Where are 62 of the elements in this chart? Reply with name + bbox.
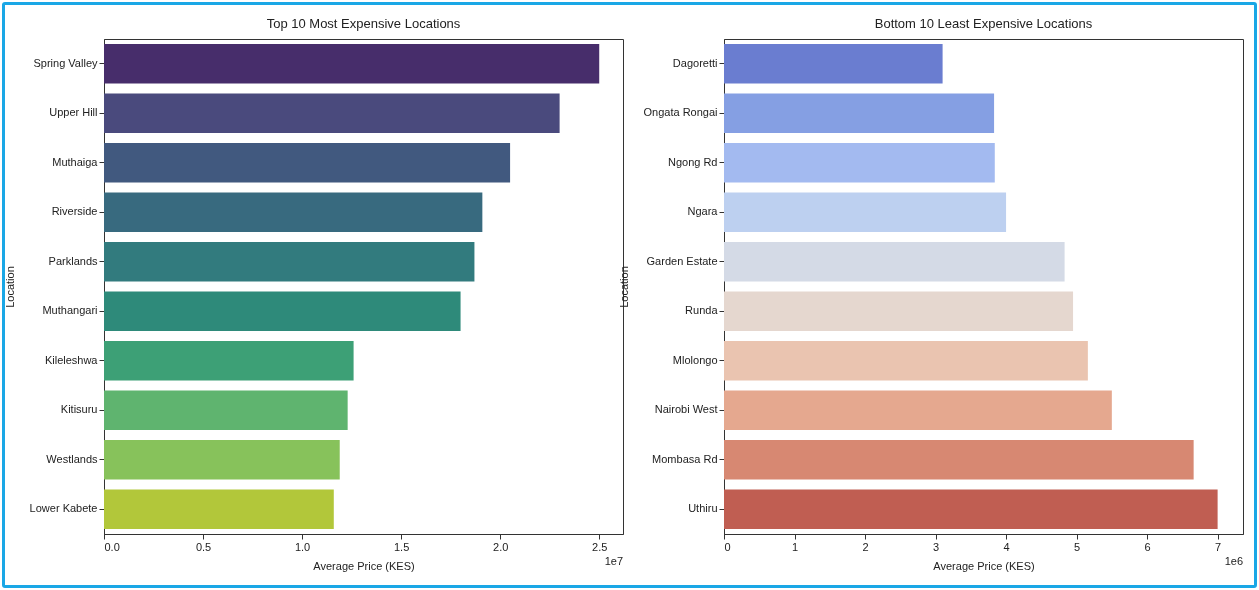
y-tick-label: Ngong Rd	[667, 155, 718, 168]
bar	[724, 439, 1194, 480]
bar	[724, 291, 1074, 332]
x-tick-label: 0.5	[195, 540, 212, 553]
bar	[724, 93, 995, 134]
x-tick-label: 2.0	[493, 540, 509, 553]
bar	[104, 340, 354, 381]
y-tick-label: Spring Valley	[33, 56, 98, 69]
x-axis-title: Average Price (KES)	[933, 559, 1035, 572]
x-tick-label: 4	[1003, 540, 1010, 553]
x-tick-label: 2	[862, 540, 869, 553]
y-tick-label: Kileleshwa	[44, 353, 99, 366]
y-tick-label: Runda	[685, 304, 719, 317]
bar	[104, 43, 600, 84]
y-tick-label: Lower Kabete	[29, 502, 98, 515]
y-tick-label: Mlolongo	[672, 353, 718, 366]
x-tick-label: 1	[791, 540, 799, 553]
bar	[104, 390, 348, 431]
x-tick-label: 7	[1215, 540, 1222, 553]
y-tick-label: Uthiru	[688, 502, 718, 515]
bar	[104, 241, 475, 282]
y-axis-title: Location	[3, 266, 16, 308]
bar	[724, 142, 995, 183]
bar	[724, 43, 943, 84]
x-axis-title: Average Price (KES)	[313, 559, 415, 572]
y-tick-label: Muthangari	[42, 304, 98, 317]
bar	[104, 439, 340, 480]
x-tick-label: 3	[932, 540, 940, 553]
x-tick-label: 1.5	[393, 540, 410, 553]
y-tick-label: Muthaiga	[52, 155, 99, 168]
bar	[724, 192, 1007, 233]
bar	[104, 489, 334, 530]
x-tick-label: 0	[724, 540, 731, 553]
y-tick-label: Nairobi West	[654, 403, 718, 416]
bar	[104, 291, 461, 332]
y-tick-label: Kitisuru	[60, 403, 98, 416]
chart-title: Top 10 Most Expensive Locations	[266, 16, 461, 31]
x-tick-label: 1.0	[294, 540, 311, 553]
y-tick-label: Ongata Rongai	[643, 106, 718, 119]
bar	[724, 489, 1218, 530]
bar	[724, 340, 1088, 381]
x-tick-label: 5	[1074, 540, 1081, 553]
y-axis-title: Location	[617, 266, 630, 308]
y-tick-label: Westlands	[46, 452, 98, 465]
x-tick-label: 0.0	[104, 540, 120, 553]
y-tick-label: Ngara	[687, 205, 719, 218]
y-tick-label: Riverside	[51, 205, 98, 218]
bar	[104, 192, 483, 233]
y-tick-label: Dagoretti	[672, 56, 718, 69]
bar	[724, 390, 1112, 431]
x-tick-label: 6	[1144, 540, 1151, 553]
text: 1e6	[1224, 555, 1243, 567]
bar	[724, 241, 1065, 282]
chart-title: Bottom 10 Least Expensive Locations	[874, 16, 1093, 31]
y-tick-label: Upper Hill	[49, 106, 98, 119]
y-tick-label: Garden Estate	[646, 254, 718, 267]
text: 1e7	[604, 555, 623, 567]
bar	[104, 93, 560, 134]
bar	[104, 142, 511, 183]
y-tick-label: Parklands	[48, 254, 98, 267]
x-tick-label: 2.5	[592, 540, 608, 553]
y-tick-label: Mombasa Rd	[652, 452, 718, 465]
